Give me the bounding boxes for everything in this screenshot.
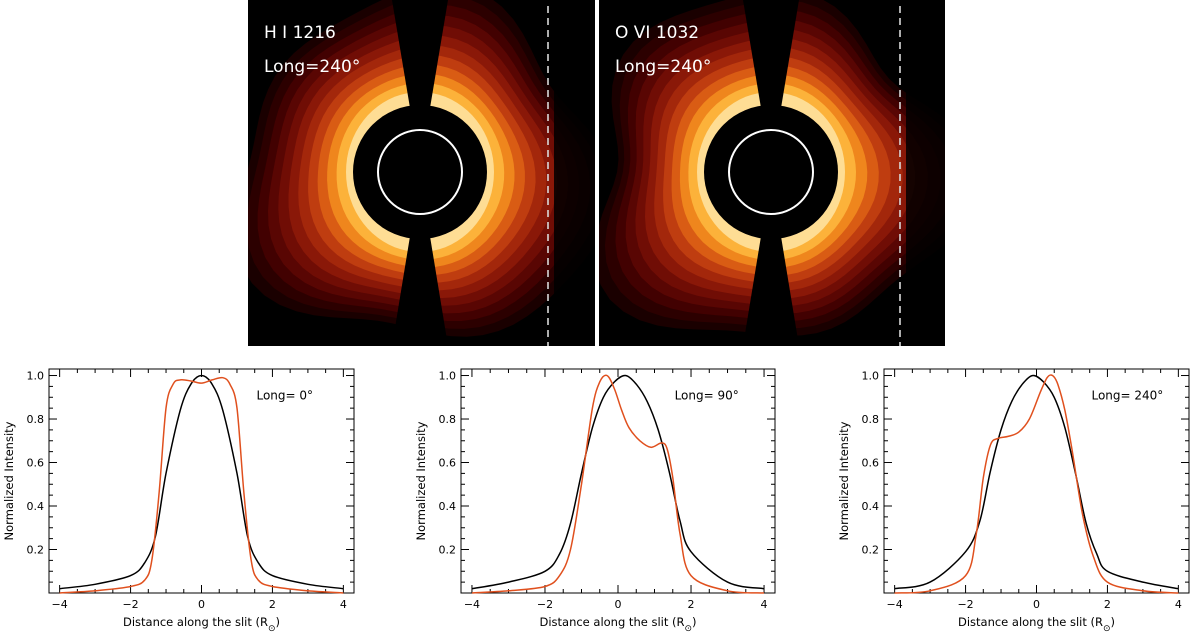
y-tick-label: 0.8 [27,413,45,426]
polar-wedge-top [392,0,448,132]
x-tick-label: −4 [52,598,68,611]
solar-limb-circle [377,129,463,215]
y-tick-label: 0.4 [862,500,880,513]
x-tick-label: 4 [340,598,347,611]
y-tick-label: 0.6 [862,457,880,470]
x-tick-label: 4 [761,598,768,611]
y-tick-label: 0.6 [439,457,457,470]
y-tick-label: 0.4 [27,500,45,513]
x-tick-label: −2 [957,598,973,611]
longitude-annotation: Long= 240° [1091,388,1163,402]
y-tick-label: 0.8 [439,413,457,426]
x-axis-label: Distance along the slit (R⊙) [539,615,696,634]
x-tick-label: 2 [1104,598,1111,611]
y-tick-label: 1.0 [439,370,457,383]
y-tick-label: 0.2 [27,544,45,557]
x-tick-label: 2 [269,598,276,611]
solar-limb-circle [728,129,814,215]
x-tick-label: −2 [537,598,553,611]
corona-contours [599,0,945,346]
x-tick-label: −2 [122,598,138,611]
longitude-annotation: Long= 90° [675,388,739,402]
coronal-image-h1-1216: H I 1216 Long=240° [248,0,595,346]
y-tick-label: 0.6 [27,457,45,470]
coronal-image-o6-1032: O VI 1032 Long=240° [599,0,945,346]
y-axis-label: Normalized Intensity [2,421,16,540]
corona-contours [248,0,595,346]
series-line-red [894,374,1179,594]
x-axis-label: Distance along the slit (R⊙) [123,615,280,634]
x-tick-label: 0 [1033,598,1040,611]
y-tick-label: 0.4 [439,500,457,513]
polar-wedge-bottom [392,212,448,346]
series-line-black [894,374,1179,590]
series-line-red [59,376,344,594]
x-axis-label: Distance along the slit (R⊙) [958,615,1115,634]
profile-plot-long-90: −4 −2 0 2 4 0.2 0.4 0.6 0.8 1.0 Distance along the… [414,368,776,634]
y-tick-label: 1.0 [862,370,880,383]
spectral-line-label: O VI 1032 [615,23,699,43]
x-tick-label: 0 [615,598,622,611]
spectral-line-label: H I 1216 [264,23,336,43]
outer-dark-band [906,0,945,346]
x-tick-label: −4 [464,598,480,611]
plot-frame [48,368,355,594]
profile-plot-long-0: −4 −2 0 2 4 0.2 0.4 0.6 0.8 1.0 Distance along the… [2,368,355,634]
y-tick-label: 0.8 [862,413,880,426]
series-line-black [471,374,765,590]
plot-frame [460,368,776,594]
x-tick-label: 0 [198,598,205,611]
x-tick-label: 4 [1175,598,1182,611]
profile-plot-long-240: −4 −2 0 2 4 0.2 0.4 0.6 0.8 1.0 Distance along the… [837,368,1190,634]
y-tick-label: 1.0 [27,370,45,383]
longitude-label: Long=240° [264,57,360,77]
polar-wedge-top [743,0,799,132]
polar-wedge-bottom [743,212,799,346]
outer-dark-band [554,0,595,346]
x-tick-label: 2 [688,598,695,611]
occulting-disk [353,105,487,239]
series-line-red [471,374,765,594]
longitude-label: Long=240° [615,57,711,77]
y-axis-label: Normalized Intensity [837,421,851,540]
occulting-disk [704,105,838,239]
x-tick-label: −4 [887,598,903,611]
series-line-black [59,374,344,590]
y-tick-label: 0.2 [862,544,880,557]
y-tick-label: 0.2 [439,544,457,557]
y-axis-label: Normalized Intensity [414,421,428,540]
longitude-annotation: Long= 0° [256,388,313,402]
